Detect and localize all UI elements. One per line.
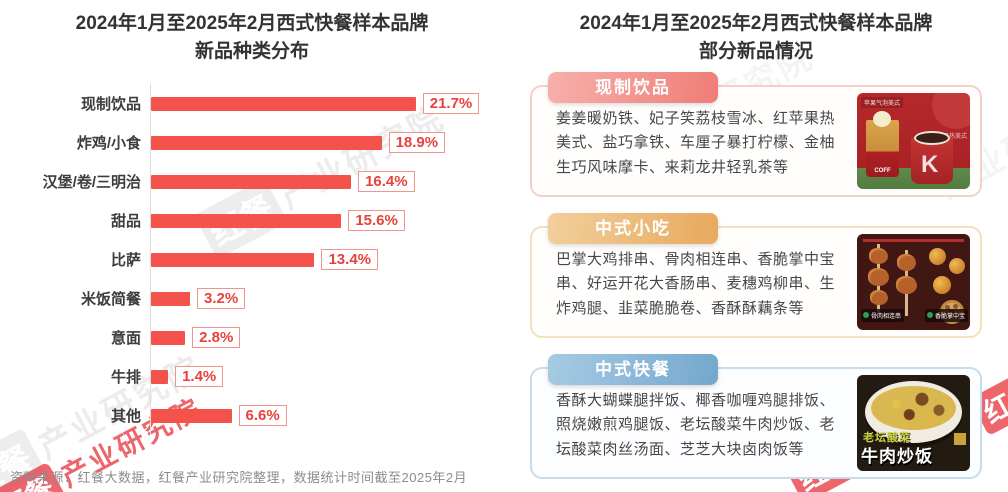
category-cards: 现制饮品 姜姜暖奶铁、妃子笑荔枝雪冰、红苹果热美式、盐巧拿铁、车厘子暴打柠檬、金…	[530, 72, 982, 492]
bar	[151, 408, 232, 423]
skewer-meat	[868, 268, 889, 286]
chart-row: 米饭简餐 3.2%	[0, 279, 498, 318]
chart-title: 2024年1月至2025年2月西式快餐样本品牌 新品种类分布	[0, 10, 504, 65]
value-label: 15.6%	[348, 210, 405, 231]
chart-title-line2: 新品种类分布	[194, 40, 309, 62]
skewer-ball	[929, 248, 946, 265]
value-label: 21.7%	[422, 93, 480, 114]
category-label: 其他	[110, 408, 141, 425]
bar	[151, 174, 352, 189]
chart-row: 意面 2.8%	[0, 318, 498, 357]
photo-seal	[954, 433, 966, 445]
chart-row: 甜品 15.6%	[0, 201, 498, 240]
bar-area: 2.8%	[150, 318, 498, 357]
category-label: 牛排	[110, 369, 141, 386]
card-tag-chinese-fastfood: 中式快餐	[548, 354, 718, 385]
bar-area: 3.2%	[150, 279, 498, 318]
category-label: 汉堡/卷/三明治	[42, 174, 141, 191]
cola-cup: K	[911, 131, 953, 184]
bar	[151, 135, 382, 150]
skewers-photo: 骨肉相连串 香脆掌中宝	[857, 234, 970, 330]
category-label: 炸鸡/小食	[76, 135, 141, 152]
chart-row: 比萨 13.4%	[0, 240, 498, 279]
ice-cream-scoop	[873, 111, 891, 127]
chart-row: 其他 6.6%	[0, 396, 498, 435]
bar-area: 15.6%	[150, 201, 498, 240]
bar-area: 16.4%	[150, 162, 498, 201]
category-label: 意面	[110, 330, 141, 347]
bar	[151, 213, 342, 228]
category-label: 甜品	[110, 213, 141, 230]
right-cards-panel: 2024年1月至2025年2月西式快餐样本品牌 部分新品情况 现制饮品 姜姜暖奶…	[504, 0, 1008, 492]
value-label: 1.4%	[175, 366, 224, 387]
bar	[151, 252, 315, 267]
bar-area: 6.6%	[150, 396, 498, 435]
card-chinese-snacks: 中式小吃 巴掌大鸡排串、骨肉相连串、香脆掌中宝串、好运开花大香肠串、麦穗鸡柳串、…	[530, 213, 982, 338]
data-source-note: 资料来源：红餐大数据，红餐产业研究院整理，数据统计时间截至2025年2月	[10, 470, 468, 485]
left-chart-panel: 2024年1月至2025年2月西式快餐样本品牌 新品种类分布 现制饮品 21.7%…	[0, 10, 504, 435]
drinks-photo: 苹果气泡美式 红苹果热美式 COFF K	[857, 93, 970, 189]
bar-area: 21.7%	[150, 84, 498, 123]
photo-badge-label: 苹果气泡美式	[861, 97, 904, 108]
photo-chip-left: 骨肉相连串	[861, 309, 905, 322]
chart-row: 汉堡/卷/三明治 16.4%	[0, 162, 498, 201]
bar	[151, 369, 169, 384]
cup-brand-text: COFF	[874, 168, 891, 174]
bar-area: 1.4%	[150, 357, 498, 396]
value-label: 18.9%	[388, 132, 446, 153]
category-label: 比萨	[110, 252, 141, 269]
value-label: 6.6%	[238, 405, 287, 426]
card-tag-chinese-snacks: 中式小吃	[548, 213, 718, 244]
value-label: 3.2%	[197, 288, 246, 309]
rice-bowl	[865, 381, 962, 443]
value-label: 2.8%	[192, 327, 241, 348]
card-text-chinese-fastfood: 香酥大蝴蝶腿拌饭、椰香咖喱鸡腿排饭、照烧嫩煎鸡腿饭、老坛酸菜牛肉炒饭、老坛酸菜肉…	[556, 392, 836, 458]
card-fresh-drinks: 现制饮品 姜姜暖奶铁、妃子笑荔枝雪冰、红苹果热美式、盐巧拿铁、车厘子暴打柠檬、金…	[530, 72, 982, 197]
photo-chip-right: 香脆掌中宝	[924, 309, 968, 322]
bar	[151, 291, 191, 306]
cards-title-line2: 部分新品情况	[698, 40, 813, 62]
cards-title-line1: 2024年1月至2025年2月西式快餐样本品牌	[579, 13, 933, 34]
bar	[151, 330, 186, 345]
cards-title: 2024年1月至2025年2月西式快餐样本品牌 部分新品情况	[504, 10, 1008, 65]
skewer-meat	[870, 290, 888, 305]
value-label: 13.4%	[321, 249, 379, 270]
photo-caption-line2: 牛肉炒饭	[861, 447, 933, 466]
bar	[151, 96, 416, 111]
category-label: 米饭简餐	[80, 291, 141, 308]
skewer-meat	[897, 254, 916, 271]
fried-rice-photo: 老坛酸菜 牛肉炒饭	[857, 375, 970, 471]
skewer-ball	[949, 258, 965, 274]
skewer-meat	[896, 276, 917, 294]
chart-row: 炸鸡/小食 18.9%	[0, 123, 498, 162]
photo-red-line	[863, 239, 964, 242]
card-tag-fresh-drinks: 现制饮品	[548, 72, 718, 103]
value-label: 16.4%	[358, 171, 415, 192]
skewer-meat	[869, 248, 888, 264]
photo-caption-line1: 老坛酸菜	[863, 432, 911, 444]
fried-rice	[871, 386, 956, 430]
cup-letter: K	[921, 151, 939, 178]
card-text-fresh-drinks: 姜姜暖奶铁、妃子笑荔枝雪冰、红苹果热美式、盐巧拿铁、车厘子暴打柠檬、金柚生巧风味…	[556, 110, 836, 176]
cup-lid	[914, 131, 950, 145]
category-label: 现制饮品	[80, 96, 141, 113]
chart-row: 现制饮品 21.7%	[0, 84, 498, 123]
card-text-chinese-snacks: 巴掌大鸡排串、骨肉相连串、香脆掌中宝串、好运开花大香肠串、麦穗鸡柳串、生炸鸡腿、…	[556, 251, 836, 317]
bar-area: 13.4%	[150, 240, 498, 279]
skewer-ball	[933, 276, 951, 294]
bar-chart: 现制饮品 21.7% 炸鸡/小食 18.9% 汉堡/卷/三明治 16.4% 甜品 15.6% 比…	[0, 84, 498, 435]
chart-row: 牛排 1.4%	[0, 357, 498, 396]
card-chinese-fastfood: 中式快餐 香酥大蝴蝶腿拌饭、椰香咖喱鸡腿排饭、照烧嫩煎鸡腿饭、老坛酸菜牛肉炒饭、…	[530, 354, 982, 479]
iced-tea-cup: COFF	[866, 111, 899, 177]
chart-title-line1: 2024年1月至2025年2月西式快餐样本品牌	[75, 13, 429, 34]
bar-area: 18.9%	[150, 123, 498, 162]
red-circle-decor	[932, 93, 970, 129]
